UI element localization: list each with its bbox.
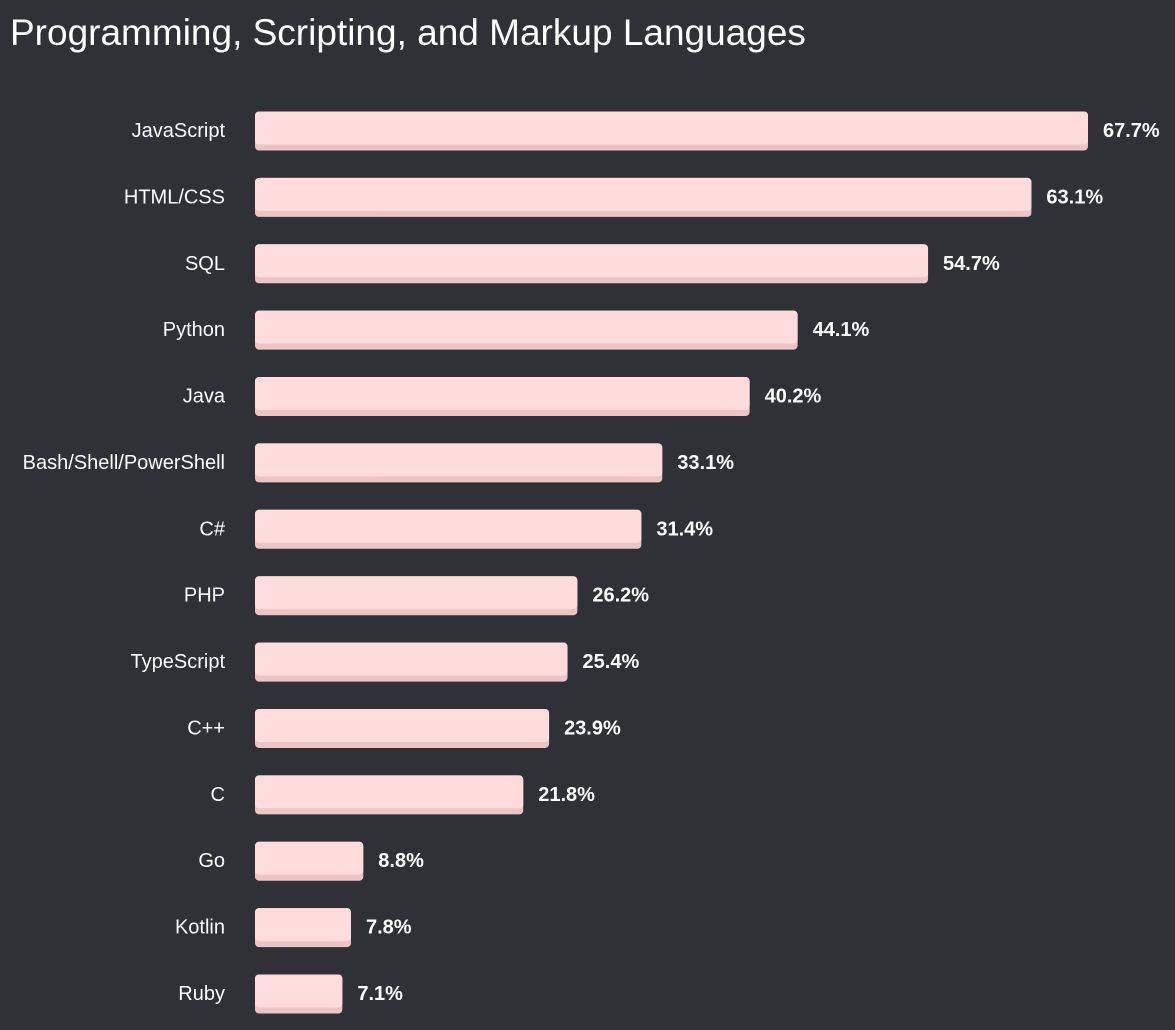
value-label: 67.7% [1103,120,1160,142]
category-label: SQL [185,253,225,275]
category-label: TypeScript [131,651,226,673]
value-label: 7.1% [357,983,403,1005]
category-label: Python [163,319,225,341]
category-label: Java [183,386,226,408]
bar-face-3 [255,310,798,344]
bar-face-13 [255,974,343,1008]
bar-face-9 [255,708,550,742]
bar-face-11 [255,841,364,875]
category-label: C++ [187,717,225,739]
value-label: 54.7% [943,253,1000,275]
value-labels-group: 67.7% 63.1% 54.7% 44.1% 40.2% 33.1% 31.4% 26.2%… [357,120,1160,1005]
value-label: 26.2% [592,585,649,607]
category-label: C [211,784,225,806]
category-label: PHP [184,585,225,607]
category-label: Go [198,850,225,872]
category-label: C# [199,518,225,540]
value-label: 7.8% [366,917,412,939]
value-label: 31.4% [656,518,713,540]
bar-face-2 [255,244,929,278]
bar-face-7 [255,576,578,610]
bars-group [255,111,1088,1014]
bar-face-10 [255,775,524,809]
value-label: 21.8% [538,784,595,806]
bar-face-12 [255,908,351,942]
category-label: Ruby [178,983,225,1005]
value-label: 33.1% [677,452,734,474]
value-label: 8.8% [378,850,424,872]
chart-title: Programming, Scripting, and Markup Langu… [10,12,806,53]
bar-face-0 [255,111,1088,145]
bar-face-8 [255,642,568,676]
category-label: Bash/Shell/PowerShell [23,452,225,474]
bar-face-5 [255,443,663,477]
value-label: 63.1% [1046,186,1103,208]
category-label: HTML/CSS [124,186,225,208]
value-label: 44.1% [813,319,870,341]
value-label: 25.4% [583,651,640,673]
value-label: 40.2% [765,386,822,408]
bar-face-1 [255,177,1032,211]
bar-face-4 [255,377,750,411]
category-labels-group: JavaScript HTML/CSS SQL Python Java Bash/Shel… [23,120,226,1005]
category-label: JavaScript [132,120,226,142]
category-label: Kotlin [175,917,225,939]
value-label: 23.9% [564,717,621,739]
bar-face-6 [255,509,642,543]
